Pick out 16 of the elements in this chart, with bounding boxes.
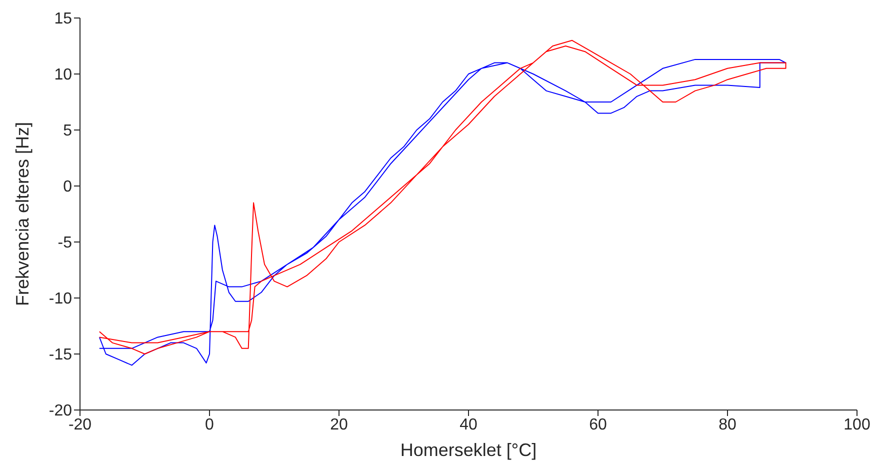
x-tick-label: 40 bbox=[460, 416, 478, 434]
x-tick-label: 100 bbox=[844, 416, 870, 434]
y-tick-label: -20 bbox=[48, 402, 72, 420]
y-tick-label: -5 bbox=[58, 234, 72, 252]
y-tick-label: -10 bbox=[48, 290, 72, 308]
x-axis-title: Homerseklet [°C] bbox=[400, 440, 537, 460]
y-axis-title: Frekvencia elteres [Hz] bbox=[12, 122, 32, 306]
y-tick-label: 15 bbox=[54, 10, 72, 28]
y-tick-label: -15 bbox=[48, 346, 72, 364]
y-tick-label: 0 bbox=[63, 178, 72, 196]
x-tick-label: 60 bbox=[589, 416, 607, 434]
x-tick-label: 20 bbox=[330, 416, 348, 434]
x-tick-label: 0 bbox=[205, 416, 214, 434]
y-tick-label: 5 bbox=[63, 122, 72, 140]
x-tick-label: 80 bbox=[718, 416, 736, 434]
y-tick-label: 10 bbox=[54, 66, 72, 84]
